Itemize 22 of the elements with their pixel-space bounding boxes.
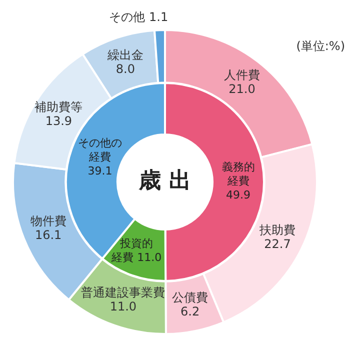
slice-label: 物件費 bbox=[30, 214, 66, 228]
data-label: 49.9 bbox=[226, 188, 251, 202]
data-label: 21.0 bbox=[228, 82, 256, 96]
slice-label: 義務的経費 bbox=[222, 160, 255, 188]
data-label: 39.1 bbox=[88, 164, 112, 178]
slice-label: 普通建設事業費 bbox=[81, 286, 166, 300]
slice-label: 補助費等 bbox=[34, 100, 83, 114]
slice-label: その他の経費 bbox=[78, 136, 122, 164]
text: 歳 出 bbox=[138, 168, 191, 194]
data-label: 16.1 bbox=[34, 228, 62, 242]
data-label: 6.2 bbox=[180, 304, 200, 318]
data-label: 13.9 bbox=[45, 114, 72, 128]
slice-label: 繰出金 bbox=[106, 48, 144, 62]
data-label: 22.7 bbox=[264, 237, 291, 252]
data-label: 8.0 bbox=[116, 62, 135, 76]
slice-label: 人件費 bbox=[224, 68, 260, 82]
data-label: 11.0 bbox=[110, 300, 137, 314]
slice-label: 扶助費 bbox=[258, 223, 296, 238]
slice-label: その他 1.1 bbox=[109, 10, 168, 24]
slice-label: 投資的経費 11.0 bbox=[110, 236, 162, 264]
slice-label: 公債費 bbox=[172, 290, 208, 304]
text: (単位:%) bbox=[296, 38, 345, 55]
